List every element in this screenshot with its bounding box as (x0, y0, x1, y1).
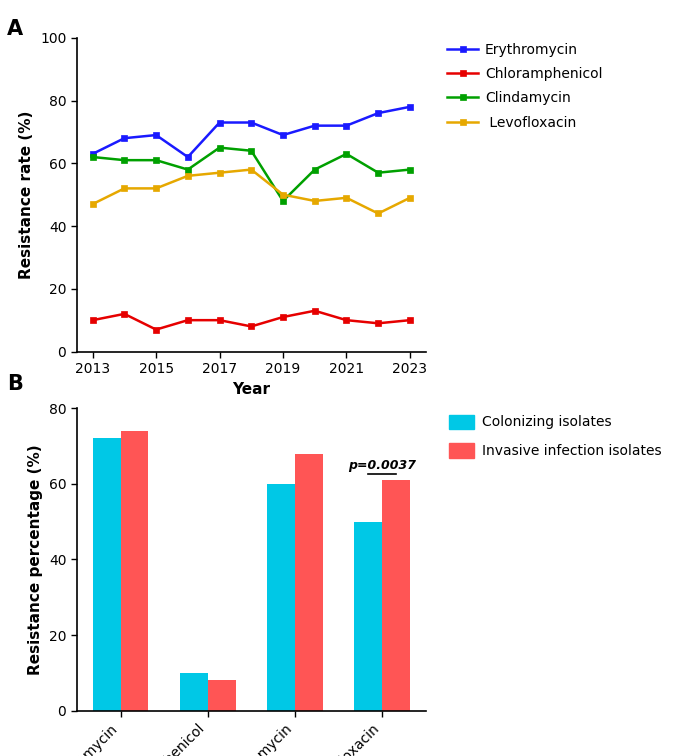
Erythromycin (342, 121, 350, 130)
 Levofloxacin (342, 194, 350, 203)
Chloramphenicol (342, 316, 350, 325)
 Levofloxacin (216, 168, 224, 177)
Clindamycin (247, 146, 255, 155)
Y-axis label: Resistance rate (%): Resistance rate (%) (20, 110, 34, 279)
Chloramphenicol (374, 319, 383, 328)
Clindamycin (152, 156, 161, 165)
Bar (295, 454, 322, 711)
Legend: Colonizing isolates, Invasive infection isolates: Colonizing isolates, Invasive infection … (443, 409, 667, 463)
 Levofloxacin (406, 194, 414, 203)
X-axis label: Year: Year (232, 382, 270, 396)
Clindamycin (311, 165, 319, 174)
Clindamycin (216, 143, 224, 152)
Line: Chloramphenicol: Chloramphenicol (89, 308, 413, 333)
Text: B: B (7, 374, 23, 394)
 Levofloxacin (152, 184, 161, 193)
 Levofloxacin (89, 200, 97, 209)
Chloramphenicol (184, 316, 192, 325)
Erythromycin (152, 131, 161, 140)
 Levofloxacin (374, 209, 383, 218)
Erythromycin (216, 118, 224, 127)
Line:  Levofloxacin: Levofloxacin (89, 166, 413, 217)
Clindamycin (184, 165, 192, 174)
Chloramphenicol (152, 325, 161, 334)
Clindamycin (89, 153, 97, 162)
Clindamycin (120, 156, 128, 165)
Erythromycin (406, 102, 414, 111)
Text: A: A (7, 19, 23, 39)
Erythromycin (120, 134, 128, 143)
 Levofloxacin (279, 191, 287, 200)
Legend: Erythromycin, Chloramphenicol, Clindamycin,  Levofloxacin: Erythromycin, Chloramphenicol, Clindamyc… (443, 39, 607, 134)
Bar (382, 480, 410, 711)
Chloramphenicol (120, 309, 128, 318)
Chloramphenicol (279, 312, 287, 321)
Chloramphenicol (247, 322, 255, 331)
Line: Erythromycin: Erythromycin (89, 104, 413, 160)
Bar (180, 673, 208, 711)
Bar (354, 522, 382, 711)
Line: Clindamycin: Clindamycin (89, 144, 413, 204)
Erythromycin (89, 150, 97, 159)
Erythromycin (247, 118, 255, 127)
 Levofloxacin (311, 197, 319, 206)
Clindamycin (342, 150, 350, 159)
Erythromycin (279, 131, 287, 140)
Chloramphenicol (89, 316, 97, 325)
Chloramphenicol (406, 316, 414, 325)
Erythromycin (374, 109, 383, 118)
 Levofloxacin (184, 172, 192, 181)
Text: p=0.0037: p=0.0037 (348, 460, 416, 472)
Bar (121, 431, 149, 711)
 Levofloxacin (247, 165, 255, 174)
Clindamycin (374, 168, 383, 177)
Bar (93, 438, 121, 711)
Erythromycin (184, 153, 192, 162)
Chloramphenicol (311, 306, 319, 315)
Y-axis label: Resistance percentage (%): Resistance percentage (%) (28, 444, 43, 675)
Chloramphenicol (216, 316, 224, 325)
Bar (267, 484, 295, 711)
Bar (208, 680, 236, 711)
Clindamycin (279, 197, 287, 206)
Erythromycin (311, 121, 319, 130)
Clindamycin (406, 165, 414, 174)
 Levofloxacin (120, 184, 128, 193)
